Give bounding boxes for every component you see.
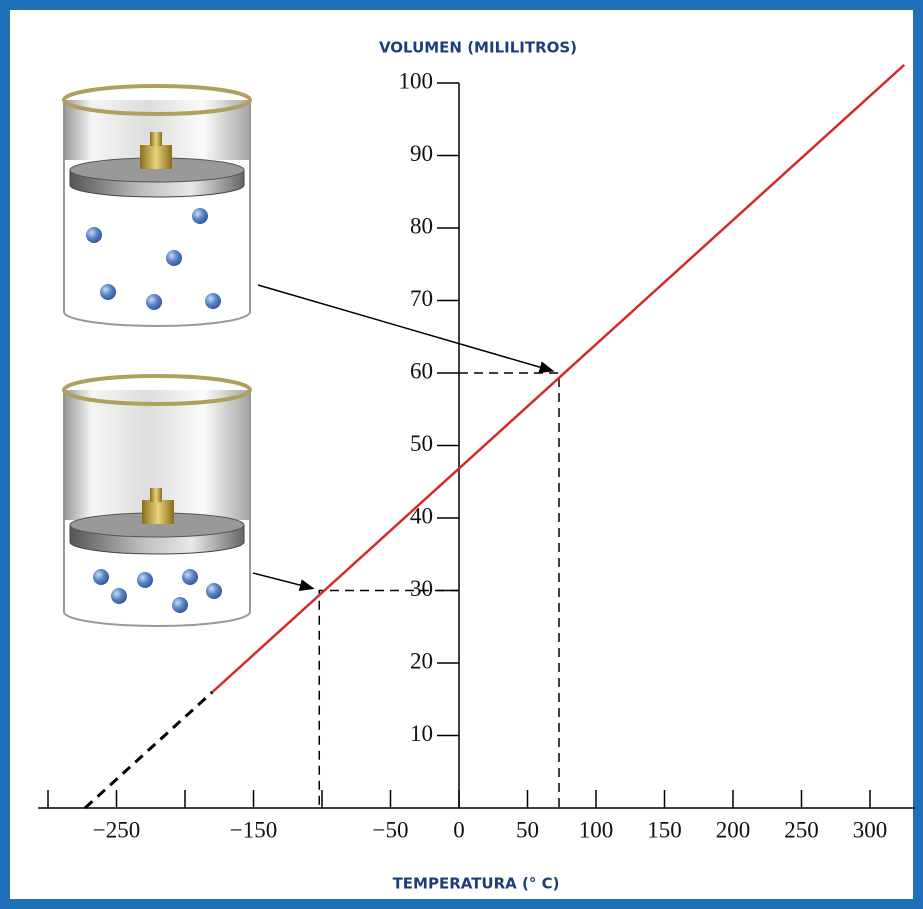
x-tick-label: −150 bbox=[230, 817, 277, 842]
x-tick-label: 300 bbox=[853, 817, 888, 842]
y-tick-label: 20 bbox=[410, 648, 433, 673]
y-tick-label: 90 bbox=[410, 141, 433, 166]
illustrations bbox=[62, 84, 252, 627]
beaker-cold bbox=[62, 374, 252, 627]
y-tick-label: 10 bbox=[410, 721, 433, 746]
y-axis-title: VOLUMEN (MILILITROS) bbox=[379, 39, 577, 57]
pointer-arrow bbox=[257, 284, 555, 373]
x-tick-label: −250 bbox=[93, 817, 140, 842]
extrapolation-line bbox=[83, 690, 214, 810]
y-tick-label: 100 bbox=[399, 68, 434, 93]
pointer-arrow bbox=[252, 572, 315, 591]
y-tick-label: 80 bbox=[410, 213, 433, 238]
x-tick-label: 250 bbox=[784, 817, 819, 842]
guide-line bbox=[459, 372, 560, 808]
y-tick-label: 40 bbox=[410, 503, 433, 528]
data-line bbox=[211, 63, 906, 693]
y-tick-label: 30 bbox=[410, 576, 433, 601]
y-tick-label: 60 bbox=[410, 358, 433, 383]
x-tick-label: −50 bbox=[373, 817, 409, 842]
x-axis-title: TEMPERATURA (° C) bbox=[393, 875, 560, 893]
x-tick-label: 150 bbox=[647, 817, 682, 842]
x-tick-label: 200 bbox=[716, 817, 751, 842]
guide-line bbox=[318, 589, 459, 808]
y-tick-label: 50 bbox=[410, 431, 433, 456]
x-tick-label: 100 bbox=[579, 817, 614, 842]
x-tick-label: 50 bbox=[516, 817, 539, 842]
x-tick-label: 0 bbox=[453, 817, 465, 842]
beaker-hot bbox=[62, 84, 252, 327]
y-tick-label: 70 bbox=[410, 286, 433, 311]
